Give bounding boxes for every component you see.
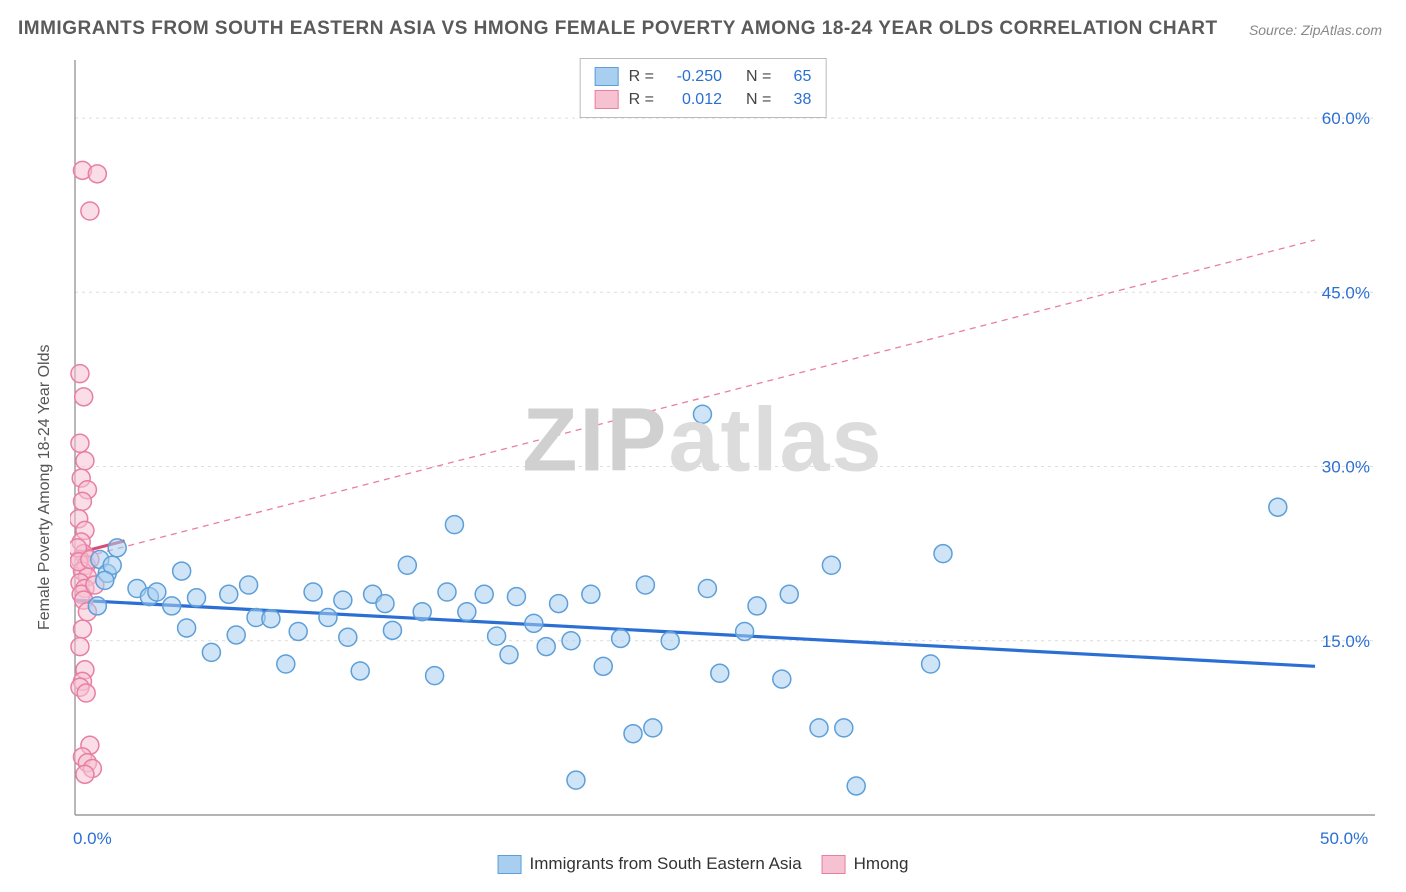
swatch-bottom-1	[498, 855, 522, 874]
scatter-chart: 15.0% 30.0% 45.0% 60.0%	[70, 55, 1380, 825]
x-tick: 0.0%	[73, 829, 112, 849]
chart-svg: 15.0% 30.0% 45.0% 60.0%	[70, 55, 1380, 825]
n-label: N =	[746, 68, 771, 86]
source-label: Source: ZipAtlas.com	[1249, 22, 1382, 38]
n-label: N =	[746, 91, 771, 109]
svg-text:60.0%: 60.0%	[1322, 109, 1370, 128]
x-tick: 50.0%	[1320, 829, 1368, 849]
chart-title: IMMIGRANTS FROM SOUTH EASTERN ASIA VS HM…	[18, 18, 1218, 40]
legend-label-2: Hmong	[854, 854, 909, 874]
swatch-bottom-2	[822, 855, 846, 874]
n-value-1: 65	[781, 68, 811, 86]
legend-item-1: Immigrants from South Eastern Asia	[498, 854, 802, 874]
n-value-2: 38	[781, 91, 811, 109]
legend-stats-row-2: R = 0.012 N = 38	[595, 88, 812, 111]
svg-text:30.0%: 30.0%	[1322, 458, 1370, 477]
r-value-1: -0.250	[664, 68, 722, 86]
legend-label-1: Immigrants from South Eastern Asia	[530, 854, 802, 874]
svg-text:15.0%: 15.0%	[1322, 632, 1370, 651]
r-label: R =	[629, 91, 654, 109]
y-axis-label: Female Poverty Among 18-24 Year Olds	[36, 345, 54, 631]
swatch-series-1	[595, 67, 619, 86]
legend-item-2: Hmong	[822, 854, 909, 874]
r-value-2: 0.012	[664, 91, 722, 109]
legend-stats: R = -0.250 N = 65 R = 0.012 N = 38	[580, 58, 827, 118]
legend-series: Immigrants from South Eastern Asia Hmong	[498, 854, 909, 874]
svg-text:45.0%: 45.0%	[1322, 283, 1370, 302]
swatch-series-2	[595, 90, 619, 109]
legend-stats-row-1: R = -0.250 N = 65	[595, 65, 812, 88]
r-label: R =	[629, 68, 654, 86]
